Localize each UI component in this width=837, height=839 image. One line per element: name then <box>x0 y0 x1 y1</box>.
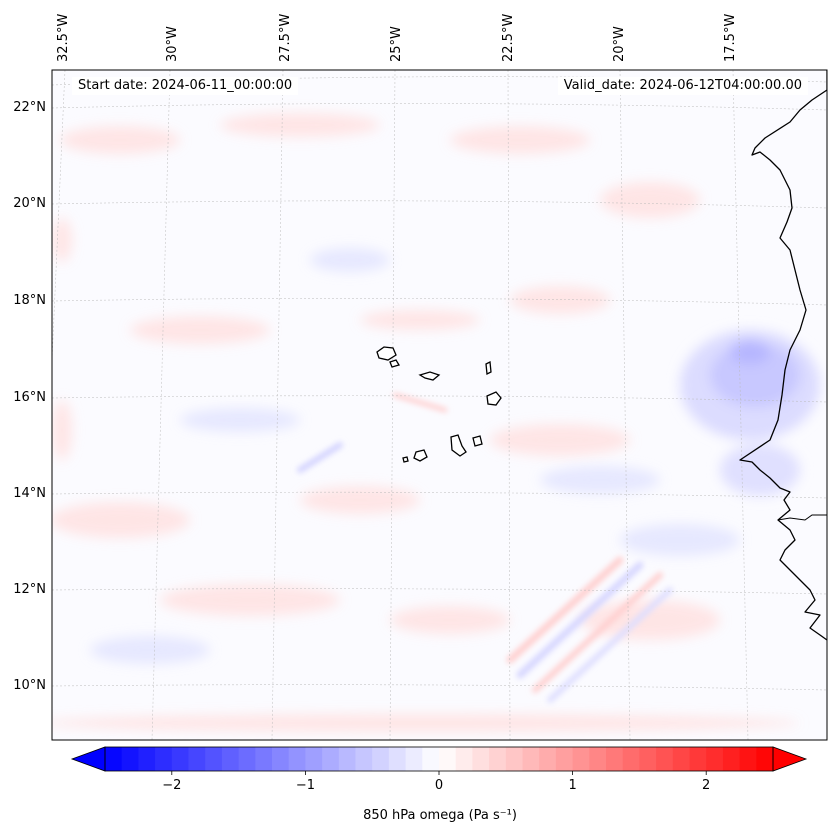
cape-verde-islands <box>376 346 502 463</box>
colorbar-axis-label: 850 hPa omega (Pa s⁻¹) <box>363 808 517 823</box>
colorbar-cell <box>188 747 206 771</box>
lat-label: 18°N <box>13 293 46 308</box>
start-date-label: Start date: 2024-06-11_00:00:00 <box>72 77 299 95</box>
colorbar-cell <box>372 747 390 771</box>
longitude-labels: 32.5°W 30°W 27.5°W 25°W 22.5°W 20°W 17.5… <box>56 14 738 62</box>
colorbar-cells <box>105 747 774 771</box>
colorbar-cell <box>305 747 323 771</box>
africa-coastline <box>739 70 827 641</box>
lat-label: 16°N <box>13 390 46 405</box>
colorbar-tick-label: −2 <box>162 778 181 793</box>
island-maio <box>472 435 483 447</box>
colorbar-cell <box>622 747 640 771</box>
colorbar-cell <box>472 747 490 771</box>
colorbar-cell <box>639 747 657 771</box>
island-sao-vicente <box>389 359 400 368</box>
island-santo-antao <box>376 346 397 361</box>
colorbar-cell <box>439 747 457 771</box>
omega-field <box>52 70 827 740</box>
colorbar-cell <box>121 747 139 771</box>
lat-label: 12°N <box>13 582 46 597</box>
colorbar-cell <box>489 747 507 771</box>
lon-label: 22.5°W <box>501 14 516 62</box>
colorbar-extend-low <box>70 746 106 772</box>
colorbar-extend-high <box>772 746 808 772</box>
lon-label: 20°W <box>612 26 627 62</box>
lon-label: 17.5°W <box>723 14 738 62</box>
colorbar-cell <box>155 747 173 771</box>
colorbar-cell <box>606 747 624 771</box>
colorbar-cell <box>589 747 607 771</box>
latitude-labels: 22°N 20°N 18°N 16°N 14°N 12°N 10°N <box>13 100 46 693</box>
colorbar-cell <box>539 747 557 771</box>
colorbar-cell <box>238 747 256 771</box>
colorbar-cell <box>555 747 574 771</box>
lat-label: 14°N <box>13 486 46 501</box>
colorbar-cell <box>672 747 690 771</box>
island-santiago <box>450 434 467 457</box>
island-fogo <box>413 449 428 462</box>
colorbar: −2 −1 0 1 2 <box>70 746 808 793</box>
colorbar-cell <box>355 747 373 771</box>
colorbar-cell <box>388 747 407 771</box>
map-frame <box>51 69 828 741</box>
colorbar-cell <box>405 747 423 771</box>
colorbar-cell <box>272 747 290 771</box>
colorbar-ticks: −2 −1 0 1 2 <box>162 771 710 793</box>
colorbar-cell <box>322 747 340 771</box>
island-boa-vista <box>486 391 502 406</box>
colorbar-cell <box>422 747 440 771</box>
lat-label: 10°N <box>13 678 46 693</box>
island-brava <box>402 456 409 463</box>
colorbar-cell <box>338 747 356 771</box>
colorbar-cell <box>656 747 674 771</box>
colorbar-cell <box>455 747 473 771</box>
colorbar-cell <box>722 747 741 771</box>
colorbar-cell <box>689 747 707 771</box>
colorbar-tick-label: 2 <box>702 778 710 793</box>
colorbar-tick-label: 0 <box>435 778 443 793</box>
colorbar-tick-label: 1 <box>568 778 576 793</box>
colorbar-cell <box>288 747 306 771</box>
colorbar-cell <box>505 747 523 771</box>
colorbar-cell <box>105 747 123 771</box>
valid-date-label: Valid_date: 2024-06-12T04:00:00.00 <box>557 77 808 95</box>
colorbar-cell <box>572 747 590 771</box>
colorbar-cell <box>221 747 240 771</box>
island-sal <box>485 360 492 376</box>
colorbar-cell <box>522 747 540 771</box>
gambia-coastline <box>777 514 827 521</box>
colorbar-cell <box>255 747 273 771</box>
island-sao-nicolau <box>418 371 441 381</box>
lat-label: 20°N <box>13 196 46 211</box>
colorbar-cell <box>205 747 223 771</box>
lon-label: 30°W <box>165 26 180 62</box>
lat-label: 22°N <box>13 100 46 115</box>
lon-label: 25°W <box>389 26 404 62</box>
colorbar-cell <box>706 747 724 771</box>
colorbar-cell <box>138 747 156 771</box>
colorbar-tick-label: −1 <box>296 778 315 793</box>
lon-label: 27.5°W <box>278 14 293 62</box>
colorbar-cell <box>739 747 757 771</box>
colorbar-cell <box>171 747 189 771</box>
lon-label: 32.5°W <box>56 14 71 62</box>
colorbar-cell <box>756 747 774 771</box>
